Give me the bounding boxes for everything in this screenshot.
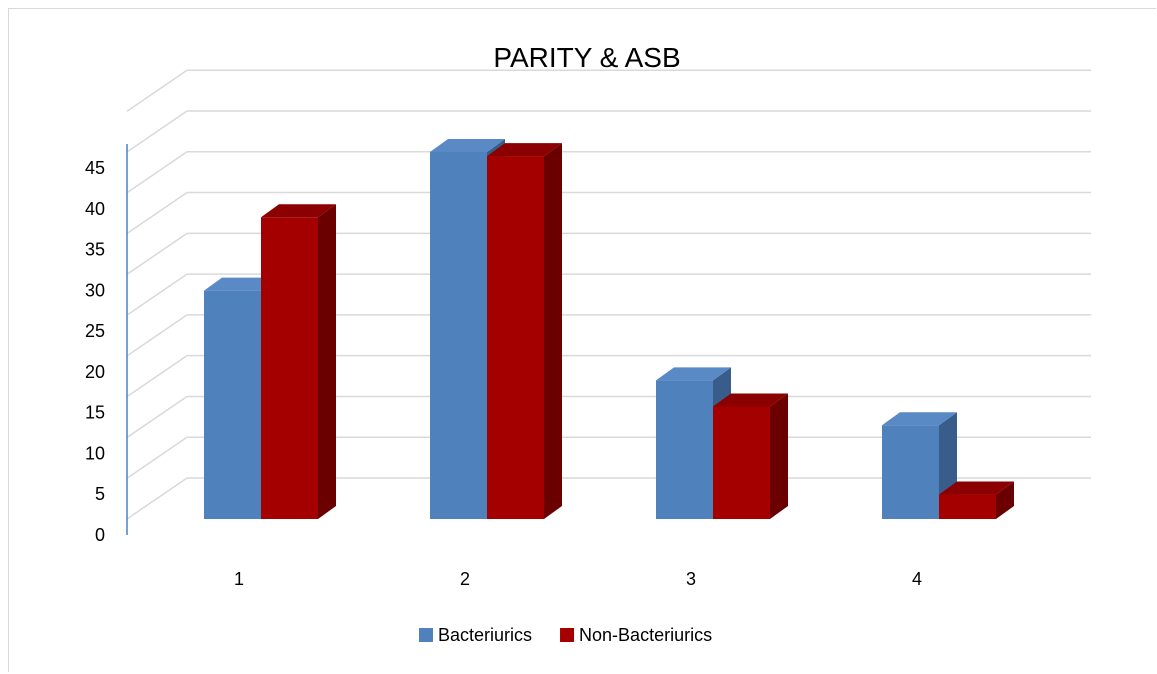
bar-bacteriurics-front <box>656 380 713 519</box>
bar-non-bacteriurics-side <box>544 143 562 520</box>
gridline-side <box>126 151 188 194</box>
gridline-side <box>126 395 188 439</box>
x-tick-label: 1 <box>234 569 244 589</box>
bar-bacteriurics-top <box>656 367 731 381</box>
legend-swatch <box>560 628 575 642</box>
bar-non-bacteriurics-front <box>487 156 544 520</box>
legend-label: Bacteriurics <box>438 625 532 645</box>
bar-non-bacteriurics-front <box>261 217 318 519</box>
chart-frame: PARITY & ASB 0 5 10 15 20 25 30 35 40 45 1 2 3 4 Bac… <box>8 8 1156 672</box>
bar-bacteriurics-front <box>430 152 487 519</box>
x-tick-label: 4 <box>912 569 922 589</box>
y-tick-label: 40 <box>85 199 105 219</box>
gridline-side <box>126 69 188 112</box>
gridline-side <box>126 110 188 153</box>
gridline-side <box>126 314 188 357</box>
y-tick-label: 5 <box>95 484 105 504</box>
bar-non-bacteriurics-front <box>713 406 770 519</box>
x-tick-label: 3 <box>686 569 696 589</box>
y-axis: 0 5 10 15 20 25 30 35 40 45 <box>85 144 128 545</box>
bar-non-bacteriurics-top <box>713 393 788 407</box>
y-tick-label: 10 <box>85 443 105 463</box>
x-tick-label: 2 <box>460 569 470 589</box>
bar-bacteriurics-front <box>204 290 261 519</box>
gridline-side <box>126 191 188 235</box>
gridline-side <box>126 355 188 398</box>
bar-non-bacteriurics-side <box>996 481 1014 519</box>
chart-title: PARITY & ASB <box>493 42 680 73</box>
gridline-side <box>126 436 188 479</box>
x-axis-labels: 1 2 3 4 <box>234 569 922 589</box>
bar-non-bacteriurics-front <box>939 494 996 519</box>
legend-label: Non-Bacteriurics <box>579 625 712 645</box>
y-tick-label: 15 <box>85 403 105 423</box>
bar-bacteriurics-front <box>882 425 939 519</box>
bar-bacteriurics-top <box>882 412 957 426</box>
y-tick-label: 20 <box>85 362 105 382</box>
gridline-side <box>126 273 188 316</box>
chart-canvas: PARITY & ASB 0 5 10 15 20 25 30 35 40 45 1 2 3 4 Bac… <box>85 42 1091 645</box>
legend-swatch <box>419 628 433 642</box>
bar-non-bacteriurics-side <box>770 393 788 519</box>
gridline-side <box>126 477 188 520</box>
bar-bacteriurics-top <box>430 139 505 152</box>
bar-bacteriurics-top <box>204 277 279 291</box>
y-tick-label: 0 <box>95 525 105 545</box>
bar-non-bacteriurics-side <box>318 204 336 519</box>
bar-non-bacteriurics-top <box>261 204 336 218</box>
y-tick-label: 30 <box>85 280 105 300</box>
y-tick-label: 25 <box>85 321 105 341</box>
bars <box>204 139 1014 520</box>
y-tick-label: 45 <box>85 158 105 178</box>
legend: Bacteriurics Non-Bacteriurics <box>419 625 712 645</box>
y-tick-label: 35 <box>85 240 105 260</box>
bar-non-bacteriurics-top <box>939 481 1014 495</box>
gridline-side <box>126 232 188 275</box>
bar-non-bacteriurics-top <box>487 143 562 157</box>
gridlines <box>126 69 1091 520</box>
